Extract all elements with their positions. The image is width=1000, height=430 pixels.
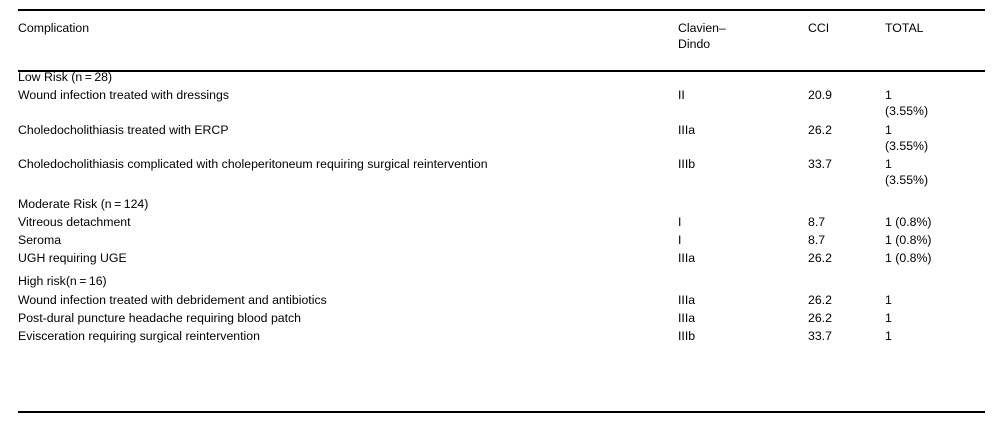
cell-complication: Post-dural puncture headache requiring b… [18,310,302,325]
cell-clavien-dindo: IIIa [678,251,696,266]
cell-total: 1 [885,310,892,325]
cell-clavien-dindo: I [678,214,682,229]
table-row: Post-dural puncture headache requiring b… [18,308,985,326]
cell-cci: 26.2 [808,122,832,137]
cell-complication: Choledocholithiasis complicated with cho… [18,157,488,172]
cell-cci: 20.9 [808,88,832,103]
cell-clavien-dindo: IIIa [678,310,696,325]
cell-complication: Seroma [18,232,62,247]
table-row: UGH requiring UGE IIIa 26.2 1 (0.8%) [18,248,985,266]
cell-complication: Wound infection treated with dressings [18,88,229,103]
cell-total: 1 [885,292,892,307]
cell-total: 1 (0.8%) [885,251,932,266]
total-count: 1 [885,88,892,103]
cell-total: 1 (3.55%) [885,85,985,119]
total-stack: 1 (3.55%) [885,156,985,188]
column-header-cci-label: CCI [808,21,830,35]
column-header-clavien-dindo: Clavien– Dindo [678,9,808,61]
column-header-clavien-dindo-line2: Dindo [678,37,711,52]
table-row: Seroma I 8.7 1 (0.8%) [18,230,985,248]
cell-clavien-dindo: IIIb [678,157,696,172]
total-percentage: (3.55%) [885,104,929,119]
cell-cci: 8.7 [808,232,826,247]
cell-clavien-dindo: IIIa [678,292,696,307]
total-count: 1 [885,122,892,137]
cell-total: 1 (3.55%) [885,120,985,154]
column-header-complication: Complication [18,9,678,61]
table-body: Low Risk (n = 28) Wound infection treate… [18,61,985,344]
cell-complication: UGH requiring UGE [18,251,127,266]
cell-cci: 8.7 [808,214,826,229]
table-header-row: Complication Clavien– Dindo CCI TOTAL [18,9,985,61]
cell-complication: Evisceration requiring surgical reinterv… [18,329,260,344]
cell-total: 1 [885,329,892,344]
cell-cci: 33.7 [808,157,832,172]
total-stack: 1 (3.55%) [885,87,985,119]
total-count: 1 [885,157,892,172]
column-header-clavien-dindo-line1: Clavien– [678,21,726,35]
cell-cci: 33.7 [808,329,832,344]
table-row: Choledocholithiasis complicated with cho… [18,154,985,188]
cell-clavien-dindo: IIIa [678,122,696,137]
section-heading-low-risk: Low Risk (n = 28) [18,70,113,84]
cell-total: 1 (0.8%) [885,214,932,229]
section-heading-high-risk: High risk(n = 16) [18,274,107,289]
table-bottom-rule [18,411,985,413]
column-header-total: TOTAL [885,9,985,61]
section-heading-moderate-risk: Moderate Risk (n = 124) [18,196,149,211]
column-header-complication-label: Complication [18,21,90,35]
cell-complication: Choledocholithiasis treated with ERCP [18,122,229,137]
cell-cci: 26.2 [808,251,832,266]
total-percentage: (3.55%) [885,173,929,188]
cell-clavien-dindo: IIIb [678,329,696,344]
table-header-rule [18,70,985,72]
cell-cci: 26.2 [808,310,832,325]
cell-total: 1 (0.8%) [885,232,932,247]
table-row: Choledocholithiasis treated with ERCP II… [18,120,985,154]
table-header: Complication Clavien– Dindo CCI TOTAL [18,9,985,61]
table-row: Wound infection treated with dressings I… [18,85,985,119]
total-stack: 1 (3.55%) [885,122,985,154]
table-top-rule [18,9,985,11]
cell-total: 1 (3.55%) [885,154,985,188]
complications-table: Complication Clavien– Dindo CCI TOTAL Lo… [18,9,985,344]
complications-table-container: Complication Clavien– Dindo CCI TOTAL Lo… [18,9,985,344]
table-row: Vitreous detachment I 8.7 1 (0.8%) [18,212,985,230]
cell-complication: Wound infection treated with debridement… [18,292,327,307]
section-heading-row: High risk(n = 16) [18,266,985,289]
cell-clavien-dindo: I [678,232,682,247]
column-header-cci: CCI [808,9,885,61]
section-heading-row: Low Risk (n = 28) [18,61,985,85]
table-row: Evisceration requiring surgical reinterv… [18,326,985,344]
cell-complication: Vitreous detachment [18,214,131,229]
total-percentage: (3.55%) [885,138,929,153]
column-header-total-label: TOTAL [885,21,924,35]
cell-clavien-dindo: II [678,88,685,103]
table-row: Wound infection treated with debridement… [18,290,985,308]
cell-cci: 26.2 [808,292,832,307]
section-heading-row: Moderate Risk (n = 124) [18,189,985,212]
